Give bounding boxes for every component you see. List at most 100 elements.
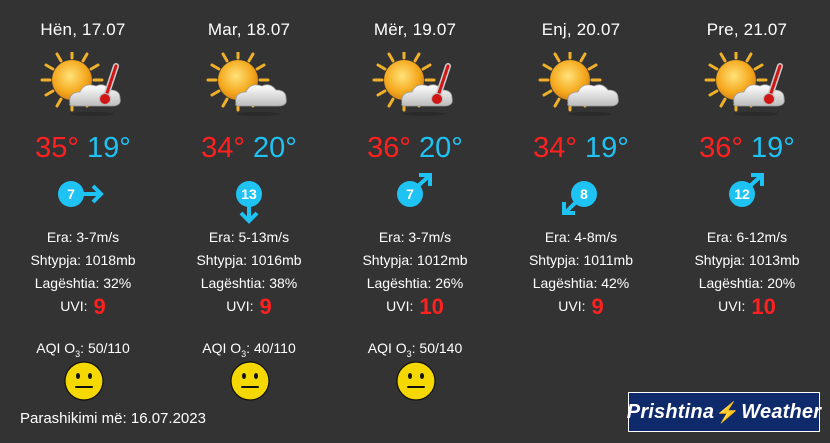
humidity-value: 20% — [767, 275, 796, 291]
aqi-subscript: 3 — [406, 348, 412, 359]
wind-label: Era: — [544, 229, 571, 245]
wind-direction-icon: 8 — [498, 168, 664, 228]
wind-direction-icon: 7 — [332, 168, 498, 228]
sun-cloud-thermometer-icon — [40, 48, 130, 118]
humidity-label: Lagështia: — [34, 275, 100, 291]
max-temp: 36° — [699, 132, 743, 164]
lightning-icon: ⚡ — [715, 401, 741, 424]
humidity-value: 32% — [103, 275, 132, 291]
sun-cloud-thermometer-icon — [372, 48, 462, 118]
temperature-range: 35° 19° — [0, 133, 166, 163]
temperature-range: 34° 19° — [498, 133, 664, 163]
wind-row: Era: 3-7m/s — [0, 226, 166, 249]
uvi-value: 10 — [751, 294, 776, 319]
prishtina-weather-logo[interactable]: Prishtina ⚡ Weather — [626, 392, 822, 432]
uvi-value: 10 — [419, 294, 444, 319]
wind-value: 3-7m/s — [408, 229, 452, 245]
wind-row: Era: 3-7m/s — [332, 226, 498, 249]
pressure-label: Shtypja: — [362, 252, 414, 268]
wind-speed: 7 — [406, 186, 414, 202]
wind-direction-icon: 12 — [664, 168, 830, 228]
pressure-label: Shtypja: — [528, 252, 580, 268]
neutral-face-icon — [396, 361, 436, 401]
humidity-label: Lagështia: — [200, 275, 266, 291]
uvi-label: UVI: — [226, 298, 254, 314]
humidity-label: Lagështia: — [366, 275, 432, 291]
aqi-label: AQI O — [36, 340, 76, 356]
uvi-label: UVI: — [60, 298, 88, 314]
temperature-range: 36° 20° — [332, 133, 498, 163]
max-temp: 34° — [201, 132, 245, 164]
aqi-value: : 40/110 — [246, 340, 296, 356]
pressure-label: Shtypja: — [694, 252, 746, 268]
day-stats: Era: 3-7m/s Shtypja: 1012mb Lagështia: 26%… — [332, 226, 498, 318]
wind-value: 4-8m/s — [574, 229, 618, 245]
uvi-row: UVI: 10 — [664, 295, 830, 318]
uvi-row: UVI: 9 — [166, 295, 332, 318]
uvi-row: UVI: 10 — [332, 295, 498, 318]
uvi-row: UVI: 9 — [0, 295, 166, 318]
uvi-value: 9 — [259, 294, 272, 319]
day-stats: Era: 6-12m/s Shtypja: 1013mb Lagështia: 20… — [664, 226, 830, 318]
logo-text-weather: Weather — [741, 400, 822, 423]
pressure-value: 1011mb — [583, 252, 634, 268]
aqi-label: AQI O — [202, 340, 242, 356]
pressure-value: 1013mb — [748, 252, 800, 268]
wind-label: Era: — [706, 229, 733, 245]
humidity-label: Lagështia: — [698, 275, 764, 291]
min-temp: 19° — [751, 132, 795, 164]
humidity-value: 42% — [601, 275, 630, 291]
uvi-value: 9 — [591, 294, 604, 319]
aqi-ozone: AQI O3: 50/110 — [0, 340, 166, 359]
humidity-row: Lagështia: 26% — [332, 272, 498, 295]
pressure-label: Shtypja: — [196, 252, 248, 268]
forecast-date: Parashikimi më: 16.07.2023 — [20, 410, 206, 427]
aqi-subscript: 3 — [241, 348, 247, 359]
sun-cloud-icon — [538, 48, 628, 118]
uvi-value: 9 — [93, 294, 106, 319]
wind-row: Era: 4-8m/s — [498, 226, 664, 249]
min-temp: 19° — [585, 132, 629, 164]
wind-speed: 7 — [67, 186, 75, 202]
pressure-row: Shtypja: 1018mb — [0, 249, 166, 272]
uvi-label: UVI: — [558, 298, 586, 314]
pressure-label: Shtypja: — [30, 252, 82, 268]
humidity-value: 38% — [269, 275, 298, 291]
wind-value: 6-12m/s — [736, 229, 788, 245]
aqi-label: AQI O — [367, 340, 407, 356]
wind-direction-icon: 13 — [166, 168, 332, 228]
day-date: Mër, 19.07 — [373, 20, 457, 39]
pressure-value: 1012mb — [416, 252, 468, 268]
day-stats: Era: 4-8m/s Shtypja: 1011mb Lagështia: 42%… — [498, 226, 664, 318]
neutral-face-icon — [64, 361, 104, 401]
logo-text-prishtina: Prishtina — [626, 400, 715, 423]
wind-speed: 8 — [580, 186, 588, 202]
wind-label: Era: — [46, 229, 73, 245]
wind-value: 5-13m/s — [238, 229, 290, 245]
day-stats: Era: 3-7m/s Shtypja: 1018mb Lagështia: 32%… — [0, 226, 166, 318]
wind-row: Era: 5-13m/s — [166, 226, 332, 249]
max-temp: 36° — [367, 132, 411, 164]
day-date: Pre, 21.07 — [706, 20, 788, 39]
sun-cloud-icon — [206, 48, 296, 118]
wind-speed: 13 — [241, 186, 257, 202]
min-temp: 20° — [419, 132, 463, 164]
aqi-ozone: AQI O3: 50/140 — [332, 340, 498, 359]
humidity-row: Lagështia: 42% — [498, 272, 664, 295]
wind-direction-icon: 7 — [0, 168, 166, 228]
max-temp: 34° — [533, 132, 577, 164]
day-date: Mar, 18.07 — [207, 20, 291, 39]
sun-cloud-thermometer-icon — [704, 48, 794, 118]
aqi-subscript: 3 — [75, 348, 81, 359]
day-column: Mër, 19.07 36° 20° 7 Era: 3-7m/s Shtypja: 101… — [332, 0, 498, 410]
pressure-row: Shtypja: 1012mb — [332, 249, 498, 272]
humidity-row: Lagështia: 20% — [664, 272, 830, 295]
min-temp: 19° — [87, 132, 131, 164]
max-temp: 35° — [35, 132, 79, 164]
day-date: Hën, 17.07 — [40, 20, 126, 39]
wind-label: Era: — [378, 229, 405, 245]
humidity-row: Lagështia: 38% — [166, 272, 332, 295]
wind-value: 3-7m/s — [76, 229, 120, 245]
temperature-range: 34° 20° — [166, 133, 332, 163]
aqi-value: : 50/110 — [80, 340, 130, 356]
